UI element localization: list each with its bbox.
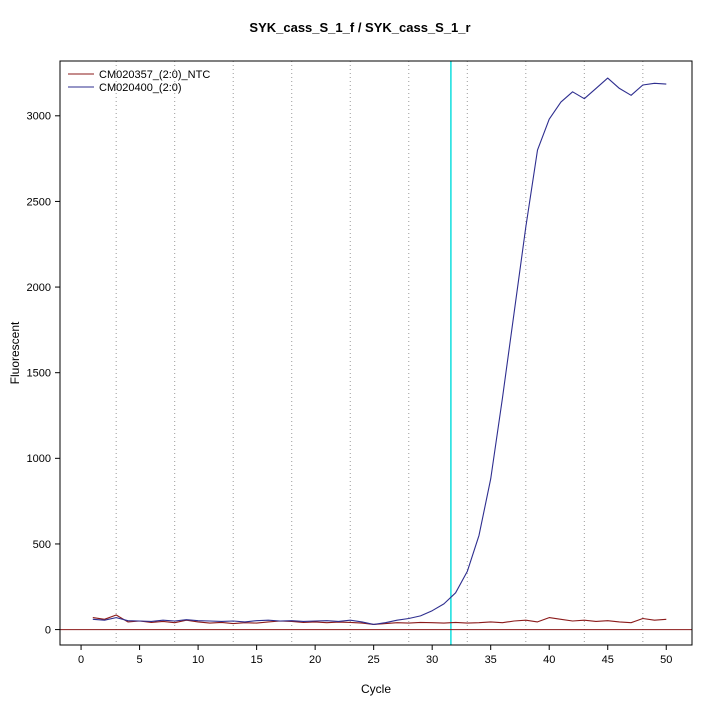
- y-tick-label: 2500: [27, 196, 51, 208]
- chart-title: SYK_cass_S_1_f / SYK_cass_S_1_r: [249, 20, 471, 35]
- x-tick-label: 45: [602, 654, 614, 666]
- x-tick-label: 35: [485, 654, 497, 666]
- x-tick-label: 0: [78, 654, 84, 666]
- x-tick-label: 50: [660, 654, 672, 666]
- legend-label-1: CM020400_(2:0): [99, 82, 182, 94]
- legend-label-0: CM020357_(2:0)_NTC: [99, 69, 210, 81]
- y-tick-label: 1500: [27, 368, 51, 380]
- x-tick-label: 40: [543, 654, 555, 666]
- y-tick-label: 1000: [27, 453, 51, 465]
- y-tick-label: 3000: [27, 111, 51, 123]
- y-tick-label: 500: [33, 539, 51, 551]
- x-tick-label: 30: [426, 654, 438, 666]
- x-tick-label: 10: [192, 654, 204, 666]
- x-tick-label: 5: [137, 654, 143, 666]
- series-line-1: [92, 77, 667, 625]
- x-tick-label: 25: [368, 654, 380, 666]
- y-axis-label: Fluorescent: [8, 321, 22, 385]
- x-tick-label: 15: [250, 654, 262, 666]
- x-tick-label: 20: [309, 654, 321, 666]
- x-axis-label: Cycle: [360, 682, 391, 696]
- y-tick-label: 0: [45, 624, 51, 636]
- plot-border: [59, 60, 693, 646]
- y-tick-label: 2000: [27, 282, 51, 294]
- series-line-0: [92, 614, 667, 625]
